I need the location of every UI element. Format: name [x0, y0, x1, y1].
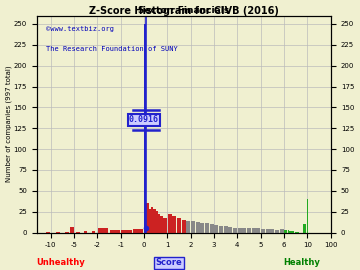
Bar — [98, 228, 108, 232]
Bar — [144, 24, 146, 232]
Bar — [275, 230, 279, 232]
Bar — [172, 216, 176, 232]
Bar — [205, 223, 209, 232]
Bar — [151, 207, 153, 232]
Text: ©www.textbiz.org: ©www.textbiz.org — [45, 26, 113, 32]
Bar — [149, 209, 151, 232]
Bar — [121, 230, 132, 232]
Bar — [252, 228, 256, 232]
Bar — [177, 218, 181, 232]
Bar — [288, 230, 289, 232]
Bar — [284, 230, 285, 232]
Y-axis label: Number of companies (997 total): Number of companies (997 total) — [5, 66, 12, 182]
Bar — [195, 222, 200, 232]
Bar — [261, 229, 265, 232]
Bar — [84, 231, 87, 232]
Bar — [242, 228, 247, 232]
Bar — [109, 230, 120, 232]
Title: Z-Score Histogram for CIVB (2016): Z-Score Histogram for CIVB (2016) — [89, 6, 279, 16]
Bar — [147, 203, 149, 232]
Bar — [233, 228, 237, 232]
Bar — [291, 231, 292, 232]
Bar — [292, 231, 293, 232]
Text: 0.0916: 0.0916 — [129, 115, 159, 124]
Bar — [303, 224, 306, 232]
Bar — [280, 229, 284, 232]
Bar — [156, 211, 158, 232]
Bar — [200, 223, 204, 232]
Bar — [290, 231, 291, 232]
Bar — [163, 218, 165, 232]
Text: Healthy: Healthy — [284, 258, 320, 267]
Bar — [191, 221, 195, 232]
Bar — [270, 229, 274, 232]
Bar — [186, 221, 190, 232]
Bar — [238, 228, 242, 232]
Bar — [210, 224, 214, 232]
Bar — [293, 231, 294, 232]
Bar — [69, 227, 74, 232]
Bar — [161, 216, 163, 232]
Bar — [228, 227, 233, 232]
Bar — [165, 218, 167, 232]
Bar — [158, 214, 160, 232]
Bar — [289, 231, 290, 232]
Bar — [92, 231, 95, 232]
Text: The Research Foundation of SUNY: The Research Foundation of SUNY — [45, 46, 177, 52]
Bar — [266, 229, 270, 232]
Bar — [287, 230, 288, 232]
Text: Unhealthy: Unhealthy — [36, 258, 85, 267]
Bar — [256, 228, 261, 232]
Bar — [181, 220, 186, 232]
Text: Sector: Financials: Sector: Financials — [138, 5, 230, 15]
Bar — [307, 199, 308, 232]
Bar — [285, 230, 286, 232]
Bar — [214, 225, 219, 232]
Bar — [168, 214, 172, 232]
Bar — [247, 228, 251, 232]
Text: Score: Score — [156, 258, 183, 267]
Bar — [224, 226, 228, 232]
Bar — [219, 226, 223, 232]
Bar — [133, 229, 143, 232]
Bar — [153, 209, 156, 232]
